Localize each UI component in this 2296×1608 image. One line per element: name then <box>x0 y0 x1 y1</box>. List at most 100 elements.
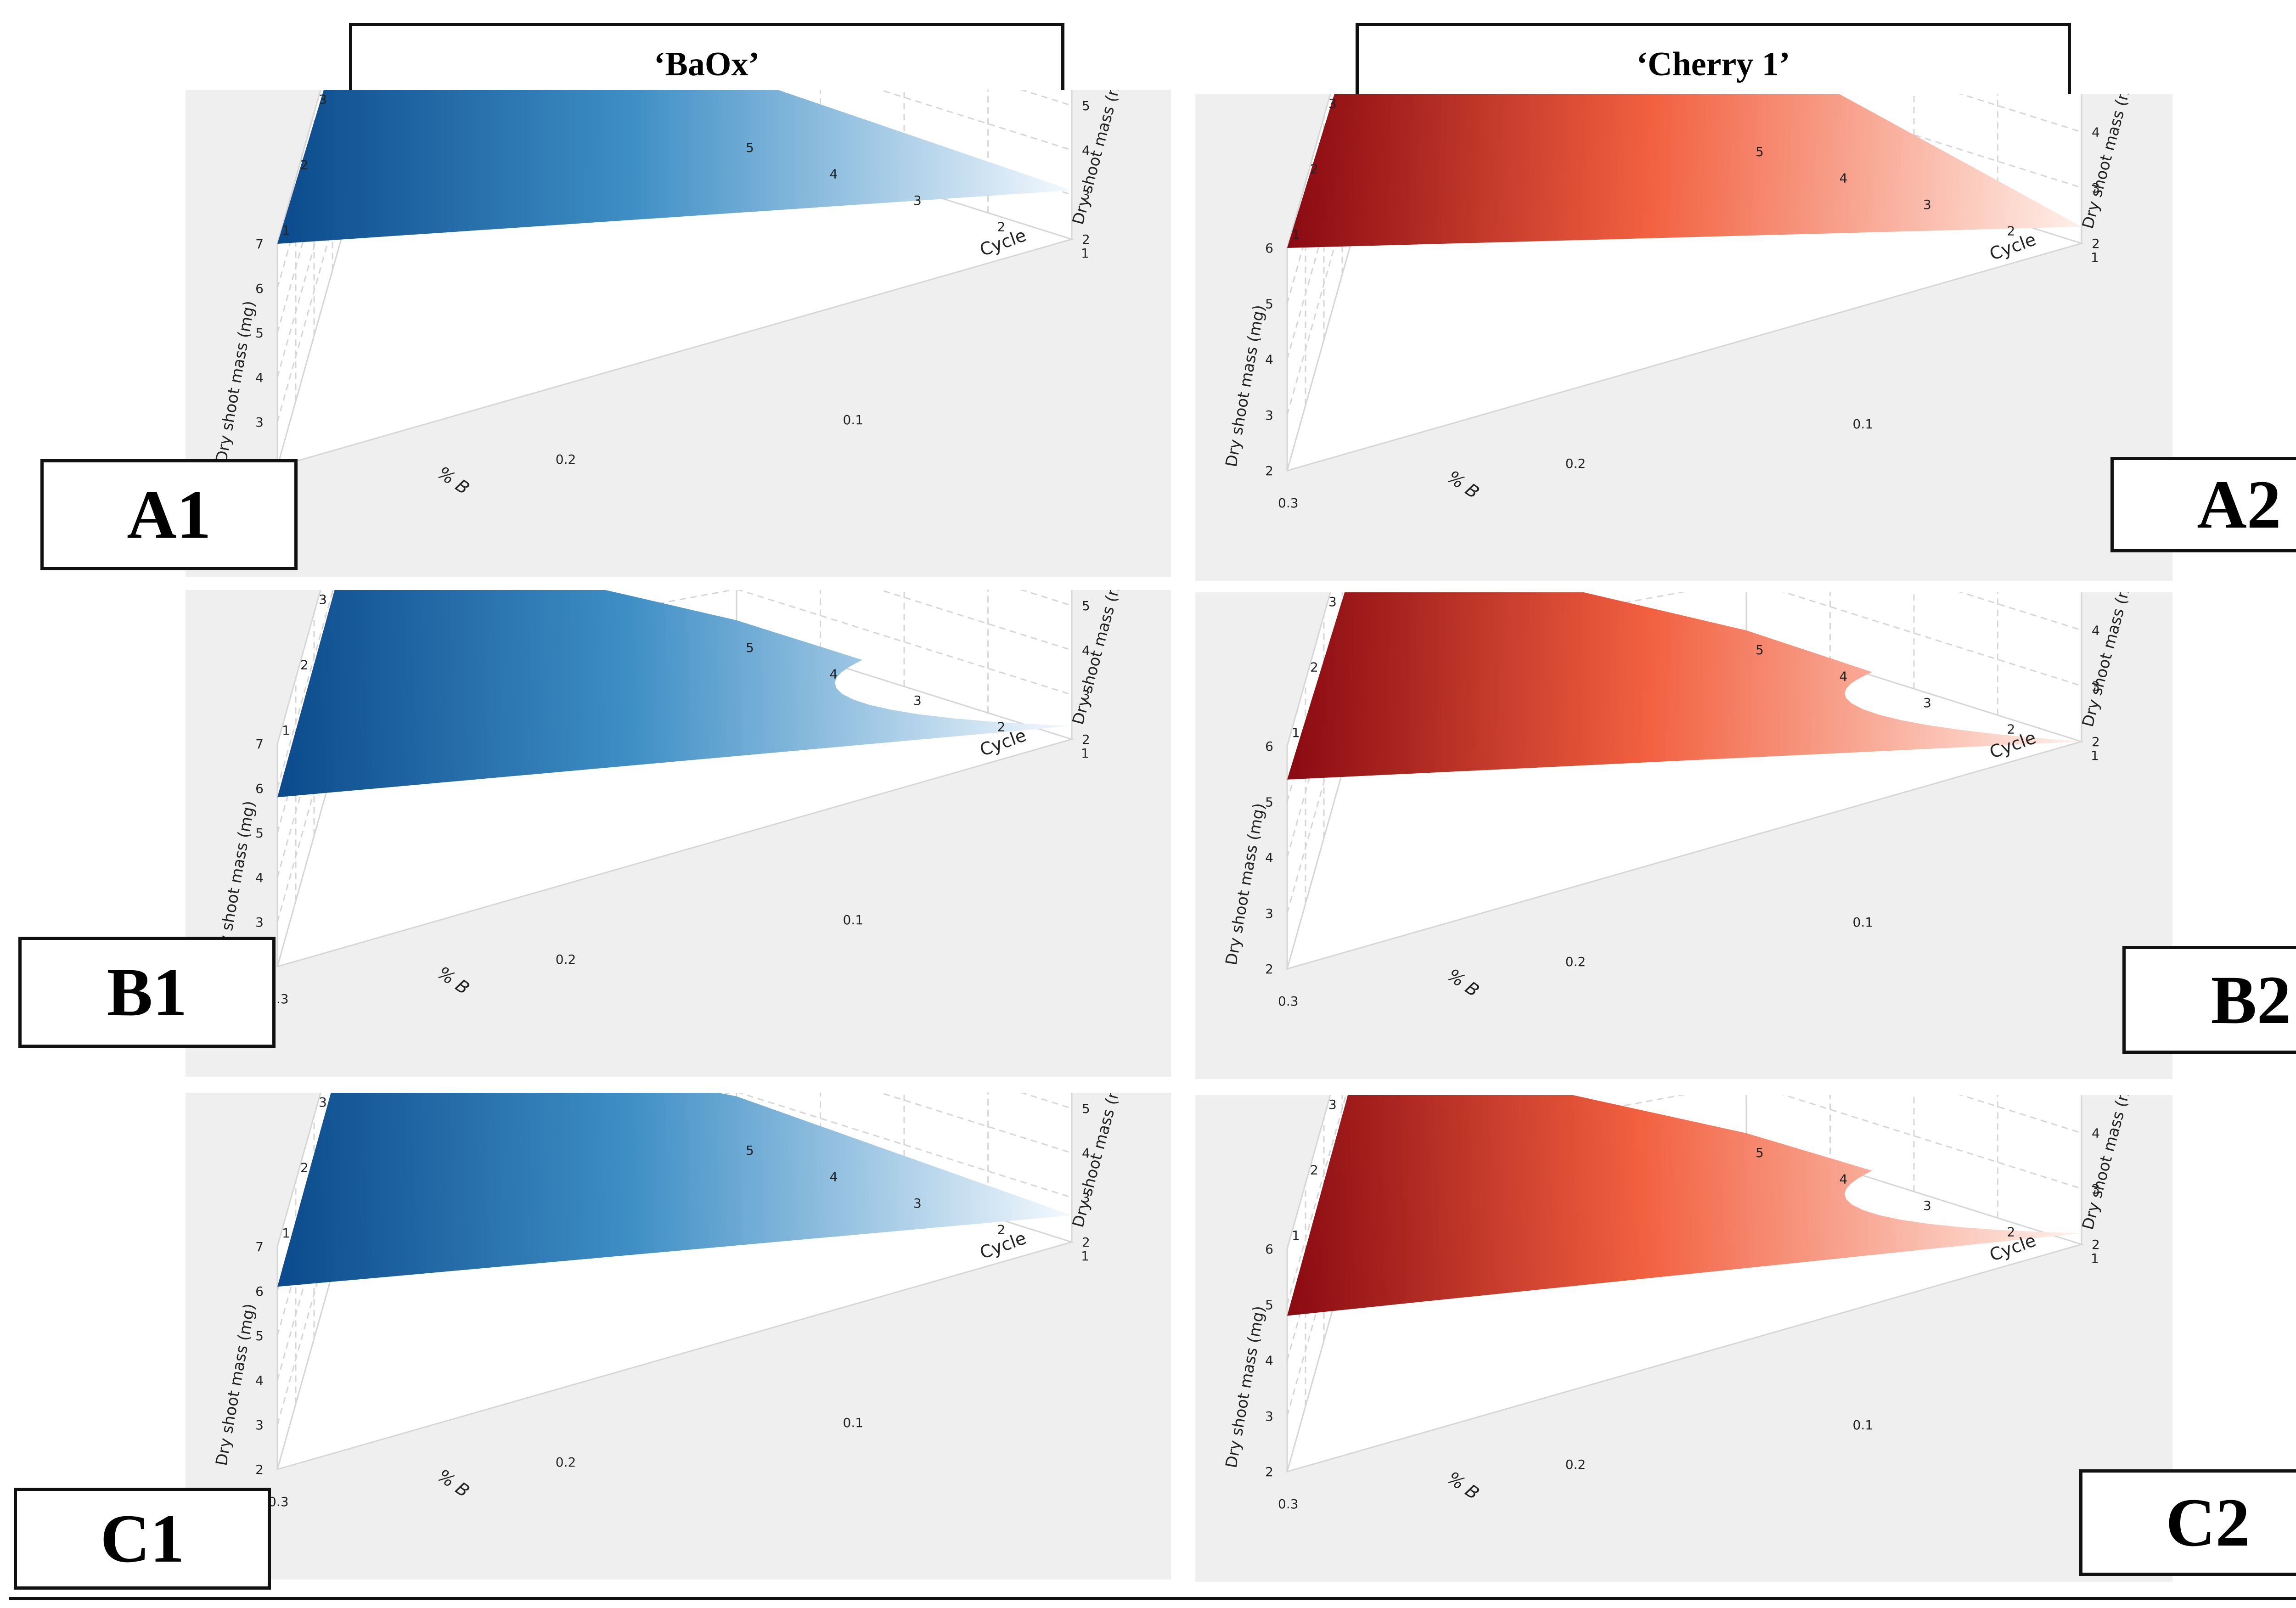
z-axis-title-right: Dry shoot mass (mg) <box>2079 1095 2139 1231</box>
b-tick-front: 0.1 <box>843 912 864 928</box>
cycle-tick-top: 2 <box>300 157 309 173</box>
axis-ticks: 22334455667711223344550.30.30.20.20.10.1 <box>255 592 1090 1006</box>
z-tick-left: 4 <box>1265 1353 1273 1368</box>
cycle-tick-top: 3 <box>1328 594 1337 609</box>
z-tick-right: 4 <box>2092 125 2100 140</box>
z-tick-left: 3 <box>1265 408 1273 423</box>
z-tick-left: 6 <box>1265 241 1273 256</box>
z-tick-right: 3 <box>2092 679 2100 694</box>
z-tick-right: 3 <box>1082 187 1090 202</box>
z-tick-left: 6 <box>255 281 264 296</box>
z-tick-left: 5 <box>1265 794 1273 810</box>
z-tick-left: 5 <box>1265 296 1273 311</box>
z-tick-left: 3 <box>255 415 264 430</box>
cycle-tick-front: 3 <box>1923 197 1931 212</box>
surface-plot-C1: 22334455667711223344550.30.30.20.20.10.1… <box>212 1093 1129 1509</box>
z-tick-left: 3 <box>1265 906 1273 921</box>
z-tick-left: 5 <box>1265 1297 1273 1312</box>
cycle-tick-front: 4 <box>830 1169 838 1185</box>
axis-ticks: 223344556611223344550.30.30.20.20.10.1 <box>1265 594 2100 1009</box>
cycle-tick-front: 1 <box>2091 1251 2099 1266</box>
axis-ticks: 223344556611223344550.30.30.20.20.10.1 <box>1265 96 2100 511</box>
z-tick-right: 4 <box>1082 1146 1090 1161</box>
b-tick-front: 0.2 <box>1565 1457 1586 1472</box>
cycle-tick-front: 3 <box>913 693 922 708</box>
b-tick-front: 0.3 <box>1278 1496 1299 1512</box>
grid-line-z <box>276 90 347 333</box>
cycle-tick-front: 2 <box>2007 224 2015 239</box>
cycle-tick-front: 4 <box>1840 1172 1848 1187</box>
panel-A2: 223344556611223344550.30.30.20.20.10.1Dr… <box>1195 94 2172 581</box>
response-surface <box>277 1093 1072 1287</box>
right-wall <box>1745 1095 2082 1246</box>
z-tick-right: 4 <box>1082 143 1090 158</box>
z-tick-left: 3 <box>255 1417 264 1433</box>
z-tick-right: 2 <box>2092 1237 2100 1252</box>
label-C2: C2 <box>2079 1469 2296 1576</box>
b-tick-front: 0.1 <box>1853 915 1874 930</box>
cycle-tick-top: 1 <box>1292 1228 1300 1243</box>
z-tick-right: 3 <box>2092 180 2100 196</box>
cycle-tick-top: 2 <box>300 1160 309 1175</box>
b-tick-front: 0.1 <box>1853 1417 1874 1433</box>
cycle-tick-top: 1 <box>1292 227 1300 242</box>
response-surface <box>1287 94 2082 248</box>
cycle-tick-front: 5 <box>746 1143 754 1158</box>
cycle-tick-front: 4 <box>1840 171 1848 186</box>
b-tick-front: 0.2 <box>1565 954 1586 969</box>
z-axis-title-right: Dry shoot mass (mg) <box>2079 94 2139 231</box>
z-tick-right: 2 <box>1082 232 1090 247</box>
grid-line-z <box>276 590 334 789</box>
cycle-tick-top: 2 <box>1310 162 1318 177</box>
cycle-tick-top: 1 <box>282 1226 290 1241</box>
z-tick-right: 2 <box>2092 236 2100 251</box>
z-tick-left: 4 <box>1265 850 1273 866</box>
grid-line-z <box>1286 94 1383 360</box>
z-tick-right: 2 <box>1082 1235 1090 1250</box>
grid-line-z <box>1959 1095 2082 1134</box>
b-tick-front: 0.2 <box>1565 456 1586 471</box>
axis-ticks: 22334455667711223344550.30.30.20.20.10.1 <box>255 1095 1090 1509</box>
grid-line-z <box>1959 592 2082 631</box>
cycle-tick-front: 4 <box>1840 669 1848 684</box>
cycle-tick-front: 3 <box>1923 695 1931 710</box>
grid-line-z <box>878 1093 1072 1154</box>
z-tick-left: 7 <box>255 1239 264 1254</box>
b-tick-front: 0.2 <box>556 1455 576 1470</box>
panel-C1: 22334455667711223344550.30.30.20.20.10.1… <box>186 1093 1171 1580</box>
grid-line-z <box>1286 592 1331 747</box>
z-tick-left: 4 <box>1265 352 1273 367</box>
b-axis-title-front: % B <box>433 962 473 999</box>
label-A2: A2 <box>2110 457 2296 552</box>
grid-line-z <box>1286 1095 1331 1249</box>
cycle-tick-front: 2 <box>997 219 1006 235</box>
grid-line-z <box>1782 592 2082 687</box>
z-tick-right: 4 <box>1082 643 1090 658</box>
z-tick-left: 2 <box>1265 463 1273 478</box>
cycle-tick-front: 2 <box>997 720 1006 735</box>
cycle-tick-top: 3 <box>319 1095 327 1110</box>
grid-line-z <box>1286 1095 1347 1305</box>
b-axis-title-front: % B <box>433 1465 473 1501</box>
surface-plot-B2: 223344556611223344550.30.30.20.20.10.1Dr… <box>1222 592 2139 1009</box>
right-wall <box>1745 592 2082 743</box>
axis-ticks: 223344556611223344550.30.30.20.20.10.1 <box>1265 1097 2100 1512</box>
cycle-tick-front: 1 <box>2091 250 2099 265</box>
z-axis-title-left: Dry shoot mass (mg) <box>212 1302 259 1467</box>
grid-line-z <box>737 1093 1072 1198</box>
z-tick-right: 3 <box>1082 687 1090 703</box>
b-tick-front: 0.3 <box>1278 495 1299 511</box>
cycle-tick-top: 3 <box>1328 1097 1337 1112</box>
b-tick-front: 0.1 <box>843 412 864 427</box>
cycle-tick-front: 5 <box>1756 1145 1764 1160</box>
b-tick-front: 0.1 <box>843 1415 864 1430</box>
surface-plot-A2: 223344556611223344550.30.30.20.20.10.1Dr… <box>1222 94 2139 511</box>
cycle-tick-front: 5 <box>1756 642 1764 658</box>
cycle-tick-top: 1 <box>282 223 290 238</box>
grid-line-z <box>276 590 321 744</box>
cycle-tick-front: 3 <box>1923 1198 1931 1213</box>
b-tick-front: 0.3 <box>268 1494 289 1509</box>
z-tick-left: 2 <box>1265 961 1273 977</box>
grid-line-z <box>878 90 1072 151</box>
z-axis-title-left: Dry shoot mass (mg) <box>212 299 259 464</box>
